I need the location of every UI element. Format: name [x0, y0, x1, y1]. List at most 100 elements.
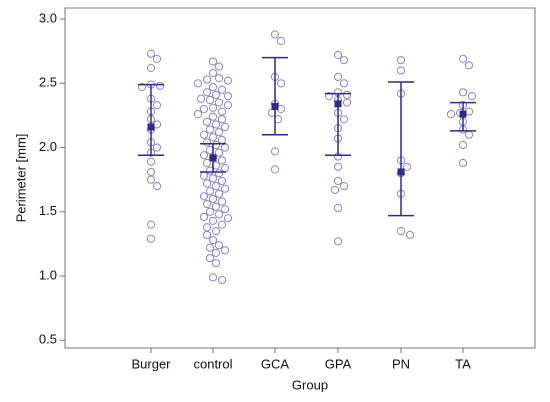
data-point: [220, 122, 230, 132]
mean-marker: [397, 168, 405, 176]
y-tick-label: 2.0: [39, 139, 57, 154]
data-point: [324, 92, 334, 101]
data-point: [223, 76, 233, 85]
data-point: [208, 273, 218, 282]
data-point: [193, 110, 203, 119]
x-tick-label: GCA: [261, 356, 290, 371]
data-point: [458, 88, 468, 97]
data-point: [202, 75, 212, 84]
mean-marker: [459, 110, 467, 118]
data-point: [339, 56, 349, 65]
data-point: [339, 115, 349, 124]
data-point: [405, 230, 415, 240]
data-point: [339, 181, 349, 191]
data-point: [152, 143, 162, 152]
data-point: [205, 125, 215, 134]
data-point: [208, 83, 218, 92]
data-point: [458, 140, 468, 150]
data-point: [208, 194, 218, 204]
data-point: [446, 110, 456, 119]
x-tick-label: PN: [392, 356, 410, 371]
data-point: [223, 101, 233, 110]
data-point: [217, 156, 227, 165]
data-point: [199, 104, 209, 114]
data-point: [214, 128, 224, 137]
data-point: [333, 237, 343, 246]
mean-marker: [271, 102, 279, 110]
data-point: [146, 175, 156, 184]
data-point: [458, 158, 468, 168]
data-point: [208, 68, 218, 78]
data-point: [276, 36, 286, 45]
x-axis-label: Group: [292, 377, 328, 392]
data-point: [208, 235, 218, 245]
data-point: [193, 79, 203, 88]
data-point: [152, 101, 162, 110]
data-point: [202, 117, 212, 126]
y-axis-label: Perimeter [mm]: [13, 134, 28, 223]
data-point: [333, 176, 343, 186]
data-point: [205, 207, 215, 216]
data-point: [214, 74, 224, 83]
mean-marker: [334, 100, 342, 108]
data-point: [467, 92, 477, 101]
data-point: [211, 202, 221, 211]
data-point: [339, 79, 349, 88]
data-point: [155, 81, 165, 90]
data-point: [202, 158, 212, 168]
data-point: [208, 133, 218, 142]
data-point: [208, 174, 218, 183]
data-point: [214, 148, 224, 157]
data-point: [217, 197, 227, 206]
data-point: [214, 169, 224, 178]
data-point: [270, 165, 280, 174]
data-point: [205, 253, 215, 263]
data-point: [211, 90, 221, 99]
y-tick-label: 3.0: [39, 10, 57, 25]
data-point: [199, 192, 209, 201]
data-point: [220, 205, 230, 214]
data-point: [199, 171, 209, 180]
x-tick-label: Burger: [131, 356, 171, 371]
data-point: [214, 210, 224, 219]
data-point: [396, 56, 406, 65]
data-point: [211, 259, 221, 268]
data-point: [333, 50, 343, 60]
data-point: [146, 49, 156, 58]
plot-frame: [64, 7, 536, 349]
data-point: [214, 62, 224, 71]
data-point: [217, 220, 227, 229]
data-point: [333, 72, 343, 81]
data-point: [211, 248, 221, 258]
data-point: [152, 54, 162, 63]
data-point: [464, 61, 474, 70]
data-point: [208, 112, 218, 121]
data-point: [211, 120, 221, 129]
data-point: [220, 164, 230, 173]
mean-marker: [209, 154, 217, 162]
data-point: [146, 63, 156, 72]
data-point: [330, 185, 340, 195]
data-point: [214, 189, 224, 198]
data-point: [396, 226, 406, 236]
data-point: [199, 130, 209, 139]
data-point: [196, 94, 206, 103]
data-point: [217, 176, 227, 186]
data-point: [146, 167, 156, 177]
data-point: [152, 181, 162, 191]
data-point: [146, 234, 156, 243]
data-point: [217, 115, 227, 124]
data-point: [270, 30, 280, 39]
data-point: [333, 162, 343, 171]
x-tick-label: GPA: [325, 356, 352, 371]
y-tick-label: 1.0: [39, 267, 57, 282]
data-point: [202, 199, 212, 209]
data-point: [205, 95, 215, 105]
data-point: [208, 103, 218, 112]
data-point: [146, 157, 156, 166]
data-point: [211, 226, 221, 236]
data-point: [208, 57, 218, 66]
mean-marker: [147, 123, 155, 131]
data-point: [464, 130, 474, 139]
